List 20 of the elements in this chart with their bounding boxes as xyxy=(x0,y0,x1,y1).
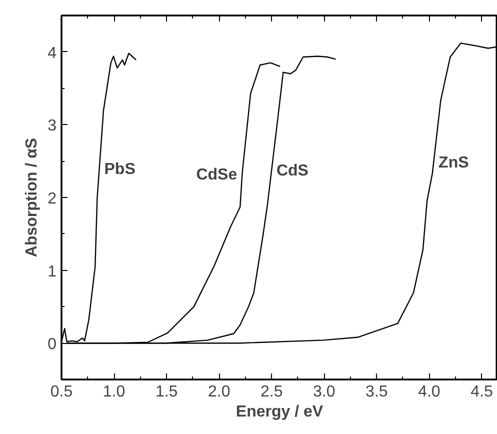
x-tick-label: 2.0 xyxy=(208,384,230,400)
x-axis-title: Energy / eV xyxy=(236,404,324,420)
x-tick-label: 4.0 xyxy=(418,384,440,400)
y-tick-label: 0 xyxy=(48,336,57,354)
y-tick-label: 1 xyxy=(48,263,57,280)
x-tick-label: 3.5 xyxy=(366,384,388,400)
y-tick-label: 4 xyxy=(48,44,57,62)
y-tick-label: 2 xyxy=(48,190,57,208)
x-tick-label: 3.0 xyxy=(313,384,336,400)
series-label: CdSe xyxy=(196,166,238,184)
y-axis-title: Absorption / αS xyxy=(24,138,41,258)
x-tick-label: 1.0 xyxy=(102,384,126,400)
y-tick-label: 3 xyxy=(48,118,57,135)
series-label: PbS xyxy=(104,160,136,178)
x-tick-label: 2.5 xyxy=(260,384,283,400)
x-tick-label: 1.5 xyxy=(155,384,178,400)
x-tick-label: 0.5 xyxy=(50,384,73,400)
x-tick-label: 4.5 xyxy=(470,384,493,400)
series-label: ZnS xyxy=(438,154,470,172)
series-label: CdS xyxy=(276,162,309,180)
